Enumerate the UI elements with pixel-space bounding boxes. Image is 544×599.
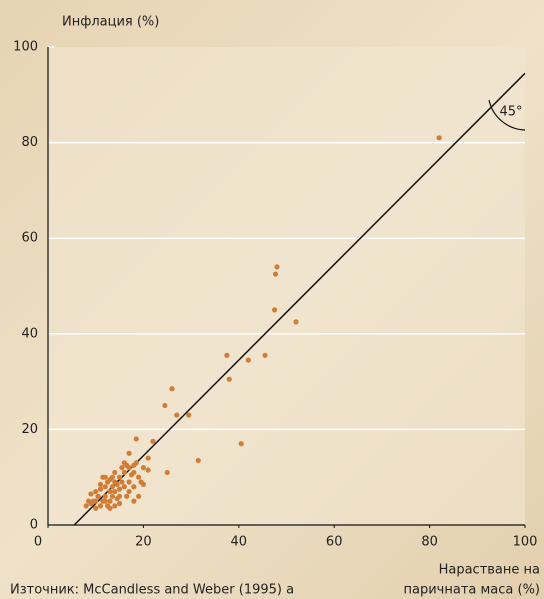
point bbox=[246, 357, 251, 362]
x-tick-label: 60 bbox=[326, 535, 343, 550]
point bbox=[196, 458, 201, 463]
point bbox=[169, 386, 174, 391]
y-tick-label: 80 bbox=[21, 135, 38, 150]
point bbox=[98, 487, 103, 492]
point bbox=[119, 465, 124, 470]
point bbox=[117, 475, 122, 480]
point bbox=[131, 499, 136, 504]
point bbox=[103, 494, 108, 499]
point bbox=[122, 470, 127, 475]
point bbox=[103, 484, 108, 489]
point bbox=[146, 467, 151, 472]
point bbox=[115, 482, 120, 487]
point bbox=[134, 460, 139, 465]
point bbox=[272, 307, 277, 312]
point bbox=[110, 475, 115, 480]
point bbox=[141, 465, 146, 470]
point bbox=[165, 470, 170, 475]
point bbox=[119, 479, 124, 484]
point bbox=[124, 494, 129, 499]
y-tick-label: 60 bbox=[21, 231, 38, 246]
point bbox=[126, 451, 131, 456]
point bbox=[122, 484, 127, 489]
chart: Инфлация (%) Нарастване на паричната мас… bbox=[0, 0, 544, 599]
point bbox=[126, 479, 131, 484]
point bbox=[274, 264, 279, 269]
x-axis-label: паричната маса (%) bbox=[404, 583, 541, 598]
point bbox=[117, 501, 122, 506]
point bbox=[100, 475, 105, 480]
point bbox=[98, 482, 103, 487]
point bbox=[98, 503, 103, 508]
point bbox=[131, 484, 136, 489]
point bbox=[107, 506, 112, 511]
source: Източник: McCandless and Weber (1995) а bbox=[10, 583, 294, 598]
point bbox=[95, 494, 100, 499]
point bbox=[126, 465, 131, 470]
point bbox=[134, 436, 139, 441]
point bbox=[262, 353, 267, 358]
point bbox=[122, 460, 127, 465]
point bbox=[150, 439, 155, 444]
point bbox=[162, 403, 167, 408]
point bbox=[174, 412, 179, 417]
point bbox=[437, 135, 442, 140]
point bbox=[93, 506, 98, 511]
x-axis-label: Нарастване на bbox=[439, 563, 540, 578]
x-tick-label: 100 bbox=[513, 535, 538, 550]
point bbox=[84, 503, 89, 508]
point bbox=[239, 441, 244, 446]
x-tick-label: 40 bbox=[231, 535, 248, 550]
y-tick-label: 0 bbox=[30, 518, 38, 533]
point bbox=[88, 491, 93, 496]
point bbox=[117, 494, 122, 499]
point bbox=[186, 412, 191, 417]
point bbox=[112, 503, 117, 508]
point bbox=[227, 377, 232, 382]
point bbox=[93, 499, 98, 504]
y-tick-label: 40 bbox=[21, 326, 38, 341]
point bbox=[293, 319, 298, 324]
point bbox=[103, 499, 108, 504]
point bbox=[110, 484, 115, 489]
x-tick-label: 80 bbox=[421, 535, 438, 550]
point bbox=[126, 489, 131, 494]
point bbox=[112, 489, 117, 494]
point bbox=[117, 487, 122, 492]
point bbox=[273, 271, 278, 276]
annotation: 45° bbox=[499, 105, 522, 120]
point bbox=[146, 455, 151, 460]
y-axis-label: Инфлация (%) bbox=[62, 15, 159, 30]
point bbox=[93, 489, 98, 494]
point bbox=[136, 494, 141, 499]
page: Инфлация (%) Нарастване на паричната мас… bbox=[0, 0, 544, 599]
x-tick-label: 0 bbox=[34, 535, 42, 550]
point bbox=[136, 475, 141, 480]
point bbox=[107, 499, 112, 504]
y-tick-label: 20 bbox=[21, 422, 38, 437]
point bbox=[110, 494, 115, 499]
point bbox=[112, 470, 117, 475]
point bbox=[107, 489, 112, 494]
point bbox=[141, 482, 146, 487]
x-tick-label: 20 bbox=[135, 535, 152, 550]
point bbox=[224, 353, 229, 358]
point bbox=[131, 470, 136, 475]
plot-area bbox=[48, 47, 525, 525]
y-tick-label: 100 bbox=[13, 40, 38, 55]
